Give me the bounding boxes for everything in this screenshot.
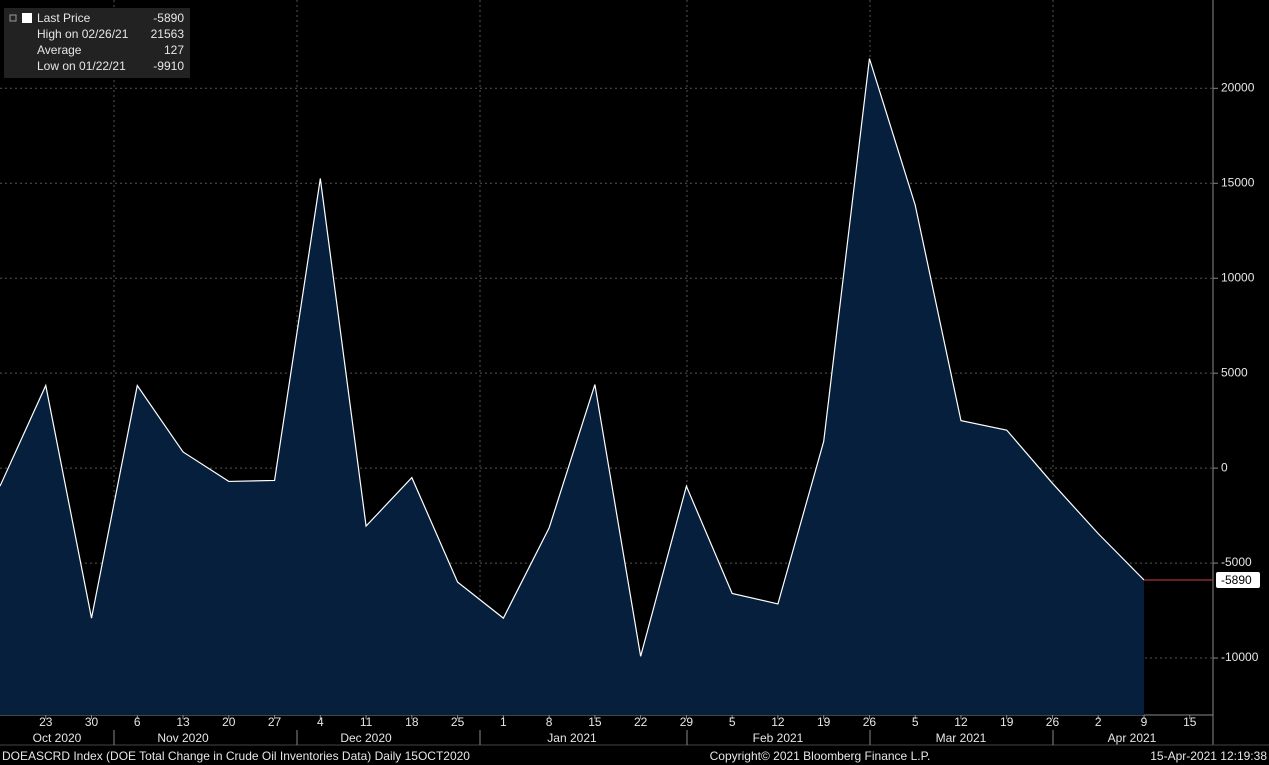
y-tick-label: 0	[1221, 460, 1228, 474]
y-tick-label: -5000	[1221, 555, 1252, 569]
month-label: Apr 2021	[1108, 731, 1157, 745]
month-label: Dec 2020	[340, 731, 392, 745]
x-tick-label: 15	[1183, 715, 1197, 729]
x-tick-label: 26	[1046, 715, 1060, 729]
legend-value: -9910	[153, 59, 184, 73]
x-tick-label: 23	[39, 715, 53, 729]
y-tick-label: 20000	[1221, 80, 1255, 94]
x-tick-label: 13	[176, 715, 190, 729]
legend: Last Price -5890 High on 02/26/21 21563 Aver…	[4, 8, 190, 78]
month-label: Jan 2021	[547, 731, 597, 745]
footer-left: DOEASCRD Index (DOE Total Change in Crud…	[2, 749, 470, 763]
x-tick-label: 20	[222, 715, 236, 729]
x-tick-label: 18	[405, 715, 419, 729]
legend-value: 127	[164, 43, 184, 57]
legend-value: 21563	[151, 27, 185, 41]
legend-box	[4, 8, 190, 78]
y-tick-label: -10000	[1221, 650, 1259, 664]
x-tick-label: 5	[729, 715, 736, 729]
x-tick-label: 30	[85, 715, 99, 729]
x-tick-label: 4	[317, 715, 324, 729]
month-label: Feb 2021	[753, 731, 804, 745]
x-tick-label: 19	[817, 715, 831, 729]
line	[0, 58, 1145, 657]
x-tick-label: 2	[1095, 715, 1102, 729]
x-tick-label: 1	[500, 715, 507, 729]
y-tick-label: 5000	[1221, 365, 1248, 379]
x-tick-label: 19	[1000, 715, 1014, 729]
month-label: Mar 2021	[936, 731, 987, 745]
x-tick-label: 11	[360, 715, 373, 729]
legend-swatch	[22, 13, 32, 23]
x-tick-label: 9	[1141, 715, 1148, 729]
last-value-tag	[1216, 571, 1260, 588]
footer-center: Copyright© 2021 Bloomberg Finance L.P.	[710, 749, 931, 763]
y-tick-label: 10000	[1221, 270, 1255, 284]
x-tick-label: 12	[954, 715, 968, 729]
x-tick-label: 6	[134, 715, 141, 729]
area	[0, 58, 1144, 715]
x-tick-label: 15	[588, 715, 602, 729]
x-tick-label: 27	[268, 715, 282, 729]
legend-value: -5890	[153, 11, 184, 25]
legend-label: Low on 01/22/21	[37, 59, 126, 73]
x-tick-label: 29	[680, 715, 694, 729]
month-label: Nov 2020	[157, 731, 209, 745]
last-value-label: -5890	[1221, 573, 1252, 587]
legend-label: Average	[37, 43, 82, 57]
y-tick-label: 15000	[1221, 175, 1255, 189]
legend-label: High on 02/26/21	[37, 27, 129, 41]
legend-toggle	[9, 14, 17, 22]
month-label: Oct 2020	[33, 731, 82, 745]
x-tick-label: 26	[863, 715, 877, 729]
legend-label: Last Price	[37, 11, 91, 25]
footer-right: 15-Apr-2021 12:19:38	[1150, 749, 1267, 763]
x-tick-label: 8	[546, 715, 553, 729]
x-tick-label: 12	[771, 715, 785, 729]
x-tick-label: 25	[451, 715, 465, 729]
x-tick-label: 22	[634, 715, 648, 729]
x-tick-label: 5	[912, 715, 919, 729]
